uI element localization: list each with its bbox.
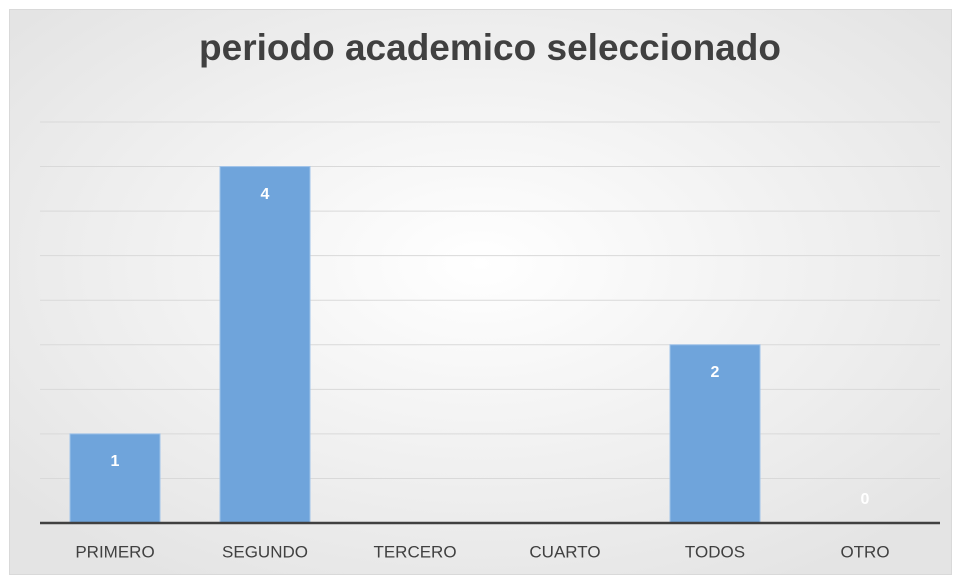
x-tick-label: SEGUNDO <box>222 542 308 561</box>
x-tick-label: OTRO <box>840 542 889 561</box>
data-label: 1 <box>111 453 120 470</box>
bar <box>69 433 161 524</box>
x-tick-label: TERCERO <box>373 542 456 561</box>
bar <box>669 344 761 524</box>
x-tick-label: CUARTO <box>529 542 600 561</box>
data-label: 4 <box>261 186 270 203</box>
chart-background <box>9 9 952 575</box>
x-tick-label: TODOS <box>685 542 745 561</box>
x-tick-label: PRIMERO <box>75 542 154 561</box>
data-label: 2 <box>711 364 720 381</box>
chart-title: periodo academico seleccionado <box>199 27 781 68</box>
bar <box>219 166 311 524</box>
data-label: 0 <box>861 491 870 508</box>
